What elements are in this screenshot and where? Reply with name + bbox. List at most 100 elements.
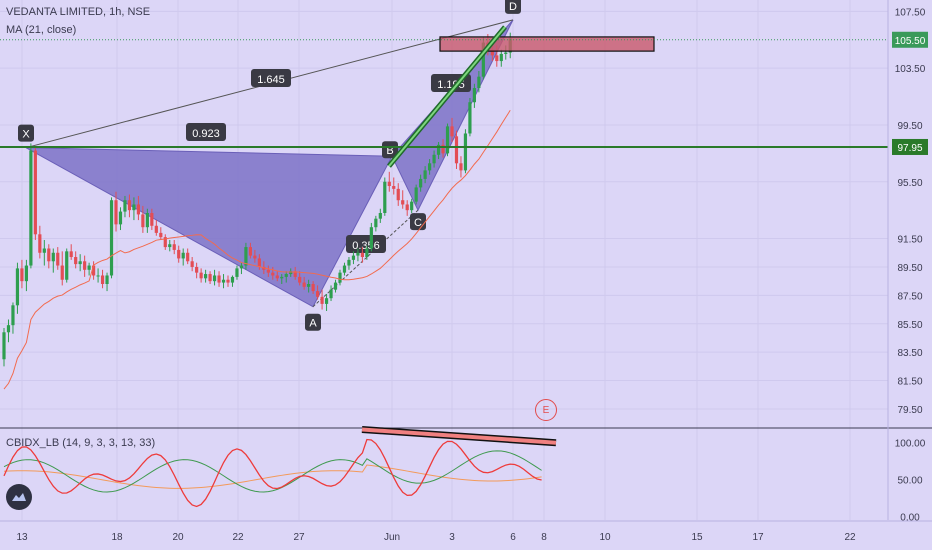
candle-body [42, 248, 46, 253]
point-label: C [414, 217, 422, 229]
candle-body [78, 261, 82, 265]
candle-body [47, 248, 51, 262]
price-tick-label: 81.50 [897, 377, 922, 388]
indicator-green-line [3, 450, 542, 493]
time-tick-label: 17 [752, 532, 764, 543]
candle-body [244, 247, 248, 266]
candle-body [262, 266, 266, 270]
ma-legend[interactable]: MA (21, close) [6, 24, 77, 36]
xab-triangle [25, 147, 393, 308]
candle-body [378, 213, 382, 219]
candle-body [51, 252, 55, 262]
candle-body [204, 274, 208, 279]
logo-mountain-icon [12, 493, 26, 501]
candle-body [383, 181, 387, 213]
price-tick-label: 85.50 [897, 320, 922, 331]
point-label: X [22, 129, 30, 141]
candle-body [481, 42, 485, 77]
candle-body [145, 213, 149, 228]
candle-body [477, 76, 481, 89]
candles [2, 32, 512, 367]
price-tick-label: 95.50 [897, 178, 922, 189]
grid [0, 0, 888, 520]
candle-body [289, 271, 293, 275]
level-price-tag [892, 138, 928, 155]
candle-body [266, 269, 270, 273]
candle-body [100, 275, 105, 284]
candle-body [181, 252, 185, 259]
candle-body [253, 255, 257, 259]
candle-body [235, 268, 239, 277]
candle-body [105, 275, 109, 284]
candle-body [226, 279, 230, 283]
candle-body [396, 188, 400, 201]
time-tick-label: 3 [449, 532, 455, 543]
candle-body [212, 275, 217, 282]
candle-body [208, 274, 212, 282]
candle-body [38, 234, 42, 253]
tradingview-logo[interactable] [6, 484, 32, 510]
candle-body [74, 257, 78, 265]
candle-body [177, 249, 181, 259]
candle-body [163, 237, 167, 248]
price-tick-label: 87.50 [897, 291, 922, 302]
candle-body [284, 274, 288, 277]
indicator-tick-label: 100.00 [895, 439, 926, 450]
point-label: D [509, 1, 517, 13]
candle-body [463, 133, 468, 171]
candle-body [221, 279, 226, 283]
point-badge [382, 141, 398, 159]
candle-body [271, 272, 275, 276]
candle-body [311, 284, 315, 292]
pattern-point-a: A [305, 313, 321, 331]
candle-body [342, 265, 347, 273]
ratio-label: 0.923 [186, 123, 226, 141]
candle-body [123, 200, 127, 212]
candle-body [419, 178, 423, 188]
price-tick-label: 89.50 [897, 263, 922, 274]
candle-body [414, 187, 418, 202]
candle-body [401, 200, 405, 205]
candle-body [293, 271, 297, 277]
candle-body [217, 275, 221, 283]
candle-body [65, 251, 69, 280]
candle-body [92, 265, 96, 276]
candle-body [356, 252, 360, 256]
time-tick-label: 10 [599, 532, 611, 543]
candle-body [454, 136, 459, 164]
ac-ratio-line [312, 209, 419, 308]
candle-body [347, 259, 351, 266]
time-tick-label: 27 [293, 532, 305, 543]
candle-body [15, 268, 20, 306]
candle-body [230, 276, 235, 283]
candle-body [136, 204, 140, 215]
candle-body [504, 52, 508, 54]
point-label: A [309, 318, 317, 330]
candle-body [11, 305, 15, 326]
time-tick-label: 22 [844, 532, 856, 543]
candle-body [33, 150, 37, 235]
candle-body [320, 296, 324, 304]
time-tick-label: 6 [510, 532, 516, 543]
candle-body [257, 258, 261, 267]
candle-body [56, 252, 60, 266]
candle-body [374, 218, 378, 228]
candle-body [468, 102, 472, 134]
price-tick-label: 91.50 [897, 235, 922, 246]
indicator-label[interactable]: CBIDX_LB (14, 9, 3, 3, 13, 33) [6, 437, 156, 449]
indicator-tick-label: 50.00 [897, 476, 922, 487]
candle-body [29, 150, 33, 266]
candle-body [405, 204, 409, 211]
candle-body [333, 282, 338, 290]
candle-body [298, 276, 302, 283]
time-tick-label: 22 [232, 532, 244, 543]
price-tick-label: 103.50 [895, 64, 926, 75]
candle-body [432, 154, 436, 164]
candle-body [450, 126, 454, 137]
point-badge [305, 313, 321, 331]
earnings-event-marker[interactable]: E [535, 399, 557, 421]
symbol-title: VEDANTA LIMITED, 1h, NSE [6, 6, 151, 18]
candle-body [172, 244, 176, 250]
